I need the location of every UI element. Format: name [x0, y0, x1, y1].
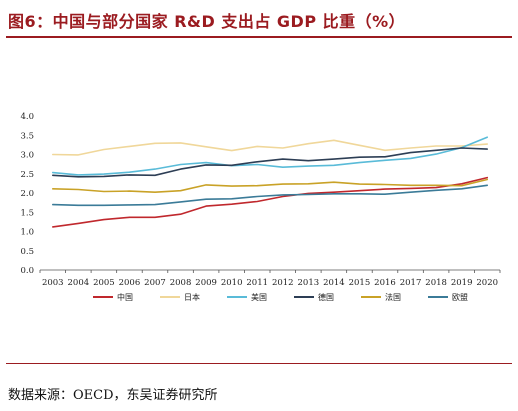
legend-label: 法国: [385, 292, 401, 302]
x-tick-label: 2005: [93, 278, 115, 288]
x-tick-label: 2012: [272, 278, 294, 288]
x-tick-label: 2003: [42, 278, 64, 288]
series-line-3: [51, 147, 489, 178]
legend-label: 中国: [117, 292, 133, 302]
footer-rule: [6, 363, 512, 364]
series-line-5: [51, 184, 489, 207]
x-tick-label: 2014: [323, 278, 345, 288]
series-lines: [51, 136, 489, 228]
x-tick-label: 2010: [221, 278, 243, 288]
x-tick-label: 2020: [476, 278, 498, 288]
y-tick-label: 2.5: [20, 170, 34, 180]
y-tick-label: 0.5: [20, 247, 34, 257]
x-tick-label: 2018: [425, 278, 447, 288]
x-tick-label: 2007: [144, 278, 166, 288]
legend-label: 美国: [251, 292, 267, 302]
series-line-0: [51, 176, 489, 228]
y-tick-label: 3.0: [20, 151, 34, 161]
y-tick-label: 0.0: [20, 266, 34, 276]
x-tick-label: 2009: [195, 278, 217, 288]
x-tick-label: 2013: [298, 278, 320, 288]
y-tick-label: 1.5: [20, 208, 34, 218]
legend-label: 德国: [318, 292, 334, 302]
y-tick-label: 1.0: [20, 228, 34, 238]
y-tick-label: 2.0: [20, 189, 34, 199]
source-note: 数据来源：OECD，东吴证券研究所: [8, 388, 218, 403]
x-tick-label: 2016: [374, 278, 396, 288]
legend-label: 欧盟: [452, 292, 468, 302]
series-line-4: [51, 178, 489, 193]
y-tick-label: 3.5: [20, 131, 34, 141]
x-tick-label: 2011: [246, 278, 268, 288]
y-tick-label: 4.0: [20, 112, 34, 122]
figure-title: 图6：中国与部分国家 R&D 支出占 GDP 比重（%）: [8, 12, 406, 31]
series-line-1: [51, 139, 489, 156]
legend-label: 日本: [184, 292, 200, 302]
x-tick-label: 2006: [119, 278, 141, 288]
legend: 中国 日本 美国 德国 法国 欧盟: [93, 292, 468, 302]
x-tick-label: 2008: [170, 278, 192, 288]
x-tick-label: 2019: [451, 278, 473, 288]
x-tick-label: 2015: [349, 278, 371, 288]
x-axis: 2003 2004 2005 2006 2007 2008 2009 2010 2011 2012…: [39, 269, 501, 288]
header-rule: [6, 36, 512, 38]
x-tick-label: 2017: [400, 278, 422, 288]
x-tick-label: 2004: [68, 278, 90, 288]
series-line-2: [51, 136, 489, 176]
y-axis-labels: 0.0 0.5 1.0 1.5 2.0 2.5 3.0 3.5 4.0: [20, 112, 34, 276]
